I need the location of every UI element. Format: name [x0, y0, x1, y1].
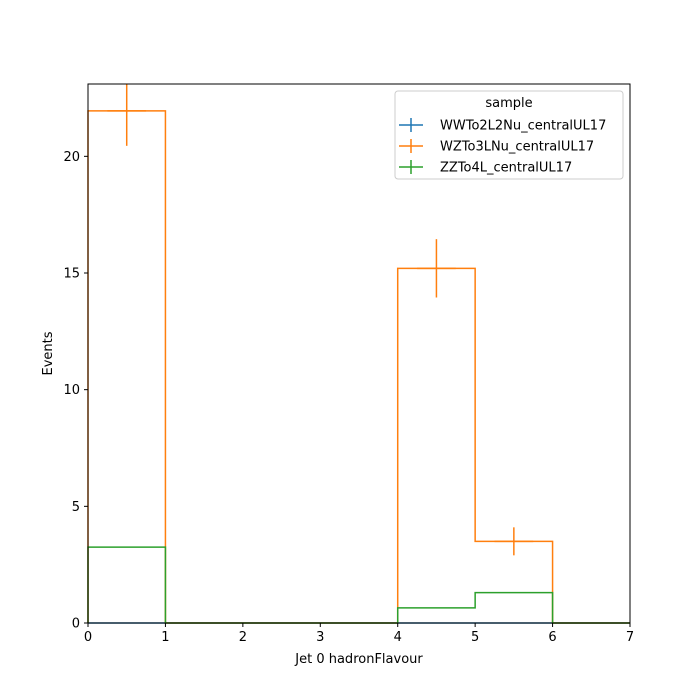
- legend-label: WZTo3LNu_centralUL17: [440, 140, 594, 155]
- legend-label: WWTo2L2Nu_centralUL17: [440, 119, 606, 134]
- x-tick-label: 1: [161, 630, 169, 645]
- y-axis-ticks: 0 5 10 15 20: [63, 150, 88, 632]
- x-axis-ticks: 0 1 2 3 4 5 6 7: [84, 623, 634, 645]
- x-tick-label: 4: [394, 630, 402, 645]
- x-tick-label: 6: [548, 630, 556, 645]
- legend: sample WWTo2L2Nu_centralUL17 WZTo3LNu_cen…: [394, 90, 624, 180]
- x-tick-label: 0: [84, 630, 92, 645]
- legend-box: [394, 90, 624, 180]
- legend-title: sample: [485, 96, 532, 111]
- y-tick-label: 10: [63, 383, 80, 398]
- x-tick-label: 7: [626, 630, 634, 645]
- x-tick-label: 2: [239, 630, 247, 645]
- error-bar-layer: [107, 84, 534, 556]
- x-tick-label: 3: [316, 630, 324, 645]
- legend-entries: WWTo2L2Nu_centralUL17 WZTo3LNu_centralUL1…: [399, 118, 606, 176]
- y-tick-label: 5: [72, 500, 80, 515]
- legend-label: ZZTo4L_centralUL17: [440, 161, 572, 176]
- x-axis-label: Jet 0 hadronFlavour: [294, 652, 423, 667]
- y-axis-label: Events: [41, 331, 56, 375]
- y-tick-label: 0: [72, 617, 80, 632]
- x-tick-label: 5: [471, 630, 479, 645]
- y-tick-label: 20: [63, 150, 80, 165]
- plot-frame: [87, 83, 631, 624]
- y-tick-label: 15: [63, 267, 80, 282]
